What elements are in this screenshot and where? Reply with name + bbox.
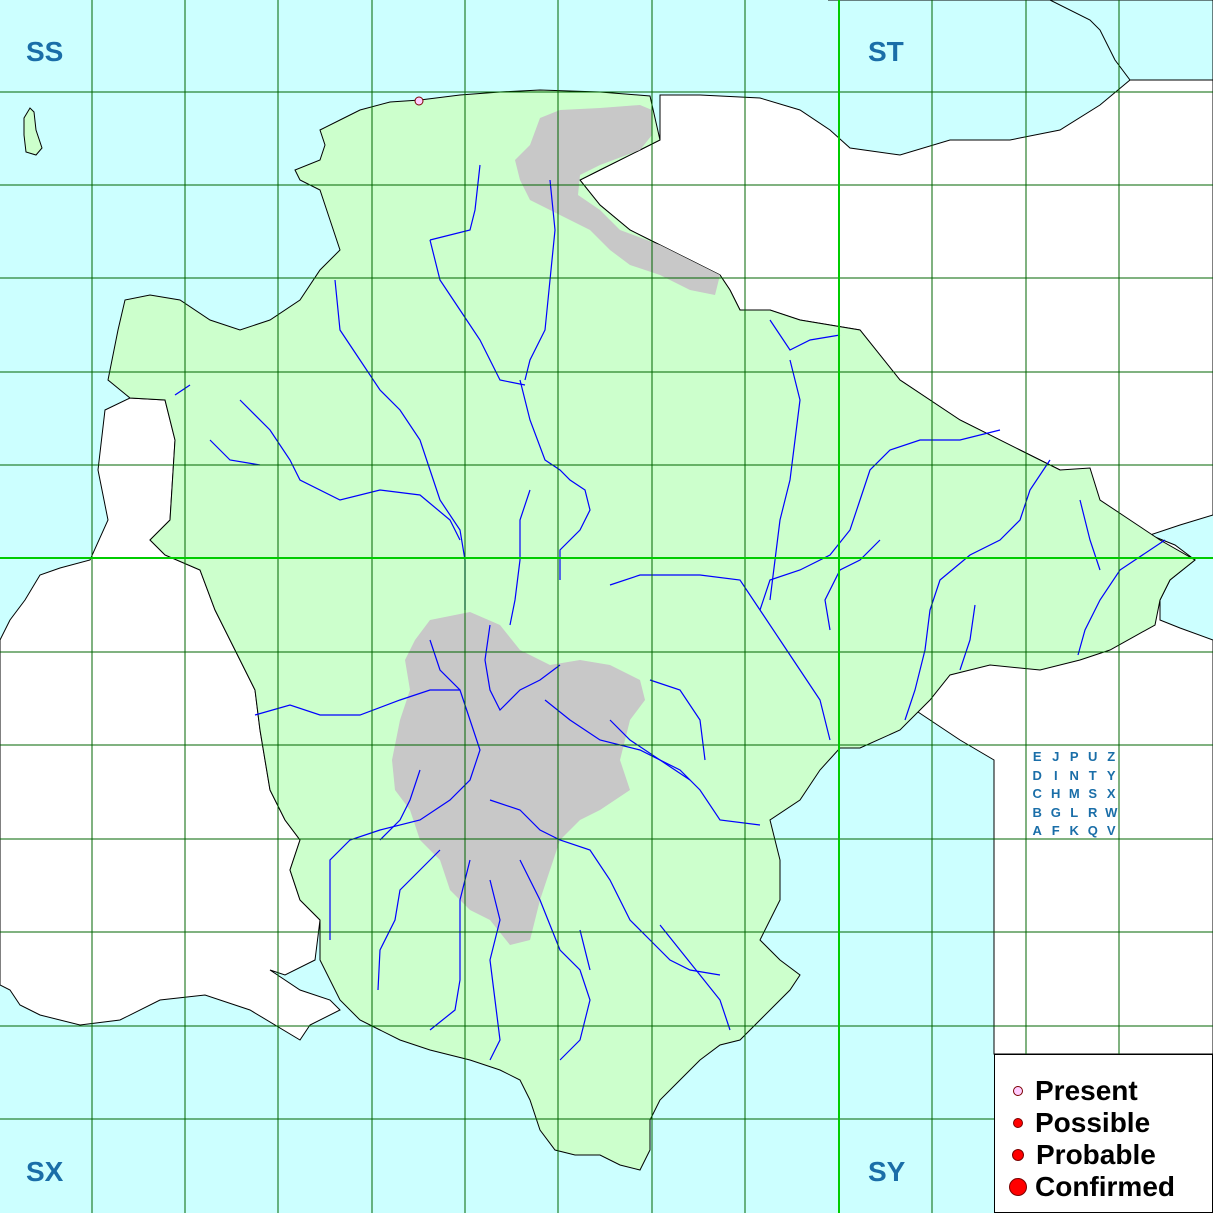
river <box>519 859 591 1061</box>
tetrad-letter: U <box>1088 749 1098 764</box>
square-label-sy: SY <box>868 1156 906 1187</box>
tetrad-letter: P <box>1069 749 1079 764</box>
river <box>959 604 976 671</box>
river <box>489 879 501 1061</box>
tetrad-key-row: E J P U Z <box>1028 748 1121 767</box>
tetrad-letter: Q <box>1087 823 1098 839</box>
river <box>254 689 460 716</box>
present-dot-icon <box>1013 1086 1023 1096</box>
rivers <box>174 164 1166 1061</box>
tetrad-key-row: B G L R W <box>1028 804 1121 823</box>
river <box>1079 499 1101 571</box>
river <box>379 769 421 841</box>
tetrad-letter: M <box>1068 786 1080 802</box>
river <box>377 849 441 991</box>
exmoor-upland <box>515 105 720 295</box>
tetrad-key-row: C H M S X <box>1028 785 1121 804</box>
river <box>174 384 191 396</box>
tetrad-key: E J P U Z D I N T Y C H M S X B G L R W … <box>1028 748 1121 841</box>
river <box>609 719 691 781</box>
tetrad-letter: S <box>1088 786 1098 802</box>
legend-possible: Possible <box>1013 1107 1150 1139</box>
legend-possible-label: Possible <box>1035 1107 1151 1138</box>
tetrad-letter: N <box>1069 767 1079 783</box>
tetrad-letter: Z <box>1107 749 1116 764</box>
dartmoor-upland <box>392 612 645 945</box>
somerset-coast <box>828 0 1213 81</box>
tetrad-letter: K <box>1069 823 1079 839</box>
river <box>649 679 706 761</box>
tetrad-letter: D <box>1032 767 1042 783</box>
legend-confirmed: Confirmed <box>1009 1171 1175 1203</box>
tetrad-letter: A <box>1032 823 1042 839</box>
tetrad-letter: G <box>1050 804 1061 820</box>
square-label-ss: SS <box>26 36 64 67</box>
river <box>489 799 721 976</box>
river <box>769 319 841 351</box>
river <box>1077 539 1166 656</box>
tetrad-letter: X <box>1106 786 1116 802</box>
river <box>239 399 461 541</box>
river <box>429 239 526 386</box>
square-label-st: ST <box>868 36 904 67</box>
river <box>769 359 801 601</box>
possible-dot-icon <box>1013 1118 1023 1128</box>
tetrad-letter: L <box>1070 804 1079 820</box>
legend-confirmed-label: Confirmed <box>1035 1171 1175 1202</box>
tetrad-letter: W <box>1105 804 1118 820</box>
legend-present-label: Present <box>1035 1075 1138 1106</box>
legend-probable-label: Probable <box>1036 1139 1156 1170</box>
legend-probable: Probable <box>1012 1139 1156 1171</box>
tetrad-letter: V <box>1106 823 1116 839</box>
tetrad-letter: T <box>1088 767 1097 783</box>
tetrad-letter: F <box>1051 823 1060 839</box>
confirmed-dot-icon <box>1009 1178 1027 1196</box>
river <box>429 859 471 1031</box>
river <box>329 639 481 940</box>
legend: Present Possible Probable Confirmed <box>994 1054 1213 1213</box>
tetrad-key-row: D I N T Y <box>1028 767 1121 786</box>
tetrad-key-row: A F K Q V <box>1028 822 1121 841</box>
tetrad-letter: Y <box>1106 767 1116 783</box>
lundy-island <box>23 107 43 156</box>
river <box>759 429 1001 611</box>
river <box>519 379 591 580</box>
river <box>484 624 561 712</box>
tetrad-letter: H <box>1051 786 1061 802</box>
legend-present: Present <box>1013 1075 1138 1107</box>
tetrad-letter: C <box>1032 786 1042 802</box>
river <box>904 459 1051 721</box>
square-label-sx: SX <box>26 1156 64 1187</box>
river <box>334 279 466 610</box>
river <box>429 164 481 241</box>
tetrad-letter: I <box>1053 767 1058 783</box>
river <box>579 929 591 971</box>
tetrad-letter: R <box>1088 804 1098 820</box>
tetrad-letter: E <box>1032 749 1042 764</box>
river <box>524 179 556 381</box>
tetrad-letter: J <box>1052 749 1060 764</box>
tetrad-letter: B <box>1032 804 1042 820</box>
river <box>659 924 731 1031</box>
river <box>209 439 261 466</box>
probable-dot-icon <box>1012 1149 1024 1161</box>
record-dot-present <box>414 96 424 106</box>
river <box>509 489 531 626</box>
